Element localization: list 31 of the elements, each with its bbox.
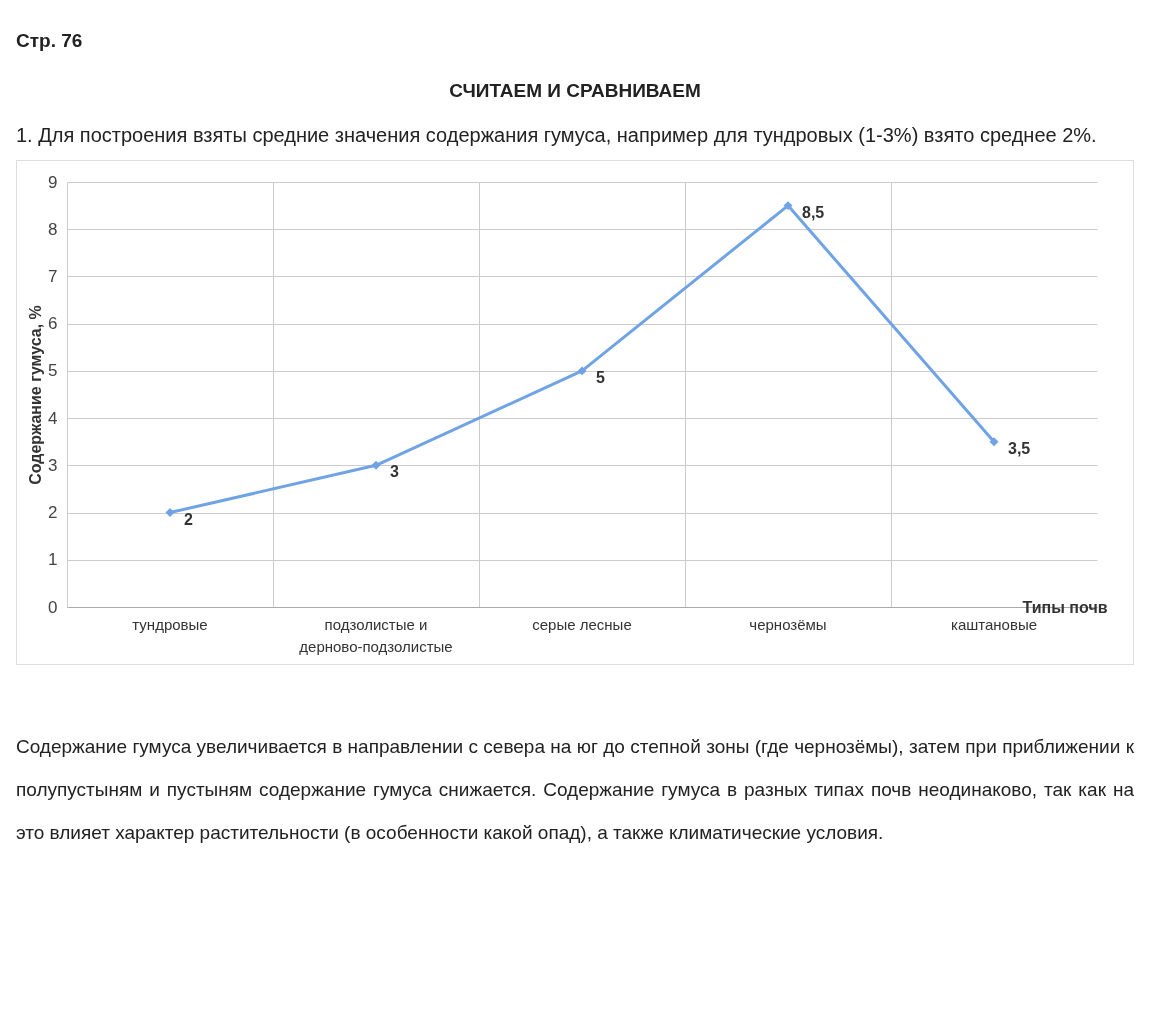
- y-tick-label: 0: [48, 597, 58, 617]
- y-tick-label: 3: [48, 455, 58, 475]
- y-tick-label: 2: [48, 503, 58, 523]
- x-tick-label: чернозёмы: [749, 615, 827, 633]
- y-tick-label: 9: [48, 172, 58, 192]
- data-label: 3,5: [1008, 439, 1031, 457]
- point: [577, 366, 587, 376]
- point: [165, 508, 175, 518]
- y-tick-label: 5: [48, 361, 58, 381]
- point: [989, 437, 999, 447]
- x-tick-label: подзолистые и дерново-подзолистые: [299, 615, 453, 655]
- point: [371, 460, 381, 470]
- point: [783, 201, 793, 211]
- y-tick-label: 6: [48, 314, 58, 334]
- y-tick-label: 7: [48, 266, 58, 286]
- x-axis-title: Типы почв: [1022, 598, 1108, 616]
- x-tick-label: серые лесные: [532, 615, 632, 633]
- chart-title: СЧИТАЕМ И СРАВНИВАЕМ: [448, 80, 702, 102]
- data-label: 5: [596, 368, 605, 386]
- y-tick-label: 8: [48, 219, 58, 239]
- data-label: 3: [390, 463, 399, 481]
- data-label: 8,5: [802, 203, 825, 221]
- x-tick-label: тундровые: [132, 615, 208, 633]
- y-tick-label: 4: [48, 408, 58, 428]
- chart-subtitle: 1. Для построения взяты средние значения содержания гумуса, например для тундровых (1-3%) взято среднее 2%.: [16, 123, 1098, 148]
- text: Содержание гумуса увеличивается в направлении с севера на юг до степной зоны (где чернозёмы), затем при приближении к полупустыням и пустыням содержание гумуса снижается. Содержание гумуса в разных типах почв неодинаково, так как на это влияет характер растительности (в особенности какой опад), а также климатические условия.: [16, 735, 1134, 845]
- data-label: 2: [184, 510, 193, 528]
- text: Стр. 76: [16, 30, 84, 52]
- x-tick-label: каштановые: [950, 615, 1038, 633]
- y-axis-title: Содержание гумуса, %: [27, 305, 45, 485]
- y-tick-label: 1: [48, 550, 58, 570]
